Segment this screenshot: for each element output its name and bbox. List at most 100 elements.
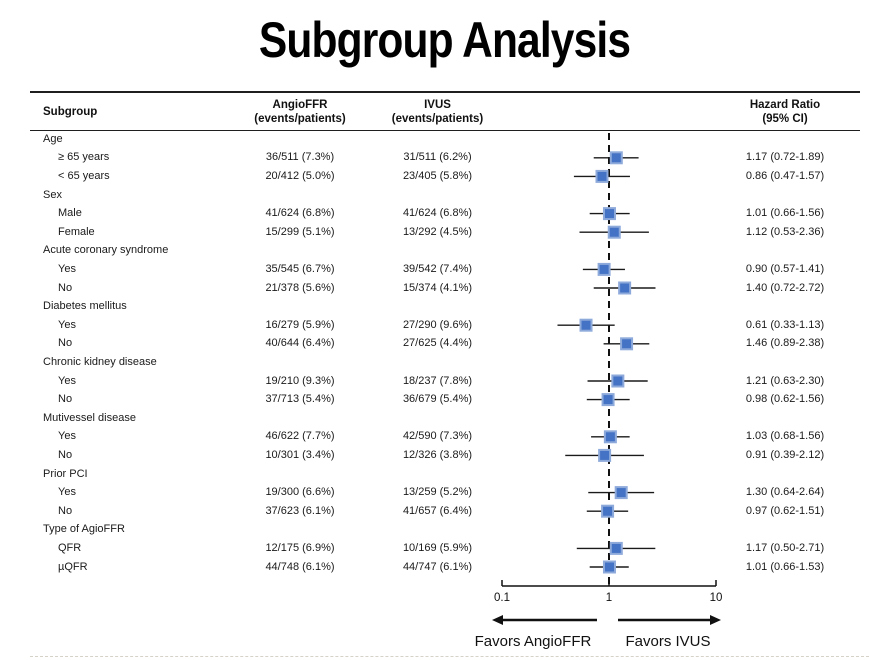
item-row: µQFR 44/748 (6.1%) 44/747 (6.1%) 1.01 (0.66… [0, 558, 869, 577]
hazard-ratio-value: 1.17 (0.50-2.71) [745, 541, 825, 554]
ivus-value: 42/590 (7.3%) [402, 430, 473, 443]
column-header-hazard-ratio-line1: Hazard Ratio [749, 99, 821, 111]
angioffr-value: 19/300 (6.6%) [265, 486, 335, 499]
hazard-ratio-value: 1.01 (0.66-1.56) [745, 207, 825, 220]
angioffr-value: 41/624 (6.8%) [265, 207, 335, 220]
column-header-ivus-line2: (events/patients) [391, 113, 484, 125]
hazard-ratio-value: 0.91 (0.39-2.12) [745, 448, 825, 461]
ivus-value: 23/405 (5.8%) [402, 170, 473, 183]
favors-left-arrowhead [492, 615, 503, 625]
subgroup-label: Diabetes mellitus [43, 300, 127, 313]
column-header-subgroup: Subgroup [43, 106, 98, 118]
angioffr-value: 21/378 (5.6%) [265, 281, 335, 294]
ivus-value: 36/679 (5.4%) [402, 393, 473, 406]
subgroup-label: Yes [58, 374, 76, 387]
ivus-value: 13/292 (4.5%) [402, 225, 473, 238]
column-header-angioffr-line1: AngioFFR [272, 99, 328, 111]
category-row: Diabetes mellitus [0, 297, 869, 316]
item-row: No 37/713 (5.4%) 36/679 (5.4%) 0.98 (0.62-1… [0, 390, 869, 409]
column-header-angioffr-line2: (events/patients) [254, 113, 346, 125]
category-row: Type of AgioFFR [0, 520, 869, 539]
angioffr-value: 36/511 (7.3%) [265, 151, 335, 164]
item-row: < 65 years 20/412 (5.0%) 23/405 (5.8%) 0.86… [0, 167, 869, 186]
angioffr-value: 44/748 (6.1%) [265, 560, 335, 573]
item-row: Yes 19/210 (9.3%) 18/237 (7.8%) 1.21 (0.63-… [0, 372, 869, 391]
subgroup-label: Chronic kidney disease [43, 356, 157, 369]
item-row: No 37/623 (6.1%) 41/657 (6.4%) 0.97 (0.62-1… [0, 502, 869, 521]
page-title: Subgroup Analysis [258, 12, 631, 68]
hazard-ratio-value: 0.86 (0.47-1.57) [745, 170, 825, 183]
subgroup-label: µQFR [58, 560, 88, 573]
hazard-ratio-value: 1.40 (0.72-2.72) [745, 281, 825, 294]
subgroup-label: Sex [43, 188, 62, 201]
axis-tick-label: 10 [710, 592, 723, 604]
subgroup-table-body: Age ≥ 65 years 36/511 (7.3%) 31/511 (6.2%) 1… [0, 130, 869, 576]
subgroup-label: QFR [58, 541, 82, 554]
subgroup-label: Mutivessel disease [43, 411, 136, 424]
ivus-value: 39/542 (7.4%) [402, 263, 473, 276]
subgroup-label: Type of AgioFFR [43, 523, 125, 536]
item-row: QFR 12/175 (6.9%) 10/169 (5.9%) 1.17 (0.50-… [0, 539, 869, 558]
angioffr-value: 46/622 (7.7%) [265, 430, 335, 443]
category-row: Sex [0, 186, 869, 205]
ivus-value: 12/326 (3.8%) [402, 448, 473, 461]
item-row: Yes 35/545 (6.7%) 39/542 (7.4%) 0.90 (0.57-… [0, 260, 869, 279]
subgroup-label: Yes [58, 486, 76, 499]
subgroup-label: No [58, 448, 73, 461]
hazard-ratio-value: 1.30 (0.64-2.64) [745, 486, 825, 499]
column-header-ivus: IVUS (events/patients) [360, 98, 515, 126]
category-row: Chronic kidney disease [0, 353, 869, 372]
column-header-hazard-ratio: Hazard Ratio (95% CI) [700, 98, 869, 126]
ivus-value: 13/259 (5.2%) [402, 486, 473, 499]
angioffr-value: 20/412 (5.0%) [265, 170, 335, 183]
ivus-value: 41/624 (6.8%) [402, 207, 473, 220]
item-row: Yes 16/279 (5.9%) 27/290 (9.6%) 0.61 (0.33-… [0, 316, 869, 335]
favors-right-label: Favors IVUS [625, 633, 710, 650]
subgroup-label: Female [58, 225, 95, 238]
item-row: No 21/378 (5.6%) 15/374 (4.1%) 1.40 (0.72-2… [0, 279, 869, 298]
angioffr-value: 12/175 (6.9%) [265, 541, 335, 554]
ivus-value: 44/747 (6.1%) [402, 560, 473, 573]
angioffr-value: 16/279 (5.9%) [265, 318, 335, 331]
angioffr-value: 37/623 (6.1%) [265, 504, 335, 517]
subgroup-label: No [58, 393, 73, 406]
item-row: Female 15/299 (5.1%) 13/292 (4.5%) 1.12 (0.… [0, 223, 869, 242]
subgroup-label: Male [58, 207, 82, 220]
subgroup-label: Yes [58, 318, 76, 331]
hazard-ratio-value: 1.17 (0.72-1.89) [745, 151, 825, 164]
ivus-value: 18/237 (7.8%) [402, 374, 473, 387]
subgroup-label: Yes [58, 263, 76, 276]
axis-tick-label: 0.1 [494, 592, 510, 604]
subgroup-label: No [58, 504, 73, 517]
axis-tick-label: 1 [606, 592, 612, 604]
subgroup-label: Prior PCI [43, 467, 88, 480]
subgroup-label: No [58, 281, 73, 294]
column-header-hazard-ratio-line2: (95% CI) [762, 113, 808, 125]
hazard-ratio-value: 0.98 (0.62-1.56) [745, 393, 825, 406]
favors-left-label: Favors AngioFFR [475, 633, 592, 650]
column-header-ivus-line1: IVUS [424, 99, 451, 111]
column-header-angioffr: AngioFFR (events/patients) [220, 98, 380, 126]
table-top-rule [30, 91, 860, 93]
angioffr-value: 35/545 (6.7%) [265, 263, 335, 276]
item-row: ≥ 65 years 36/511 (7.3%) 31/511 (6.2%) 1.17… [0, 148, 869, 167]
angioffr-value: 40/644 (6.4%) [265, 337, 335, 350]
slide-bottom-rule [30, 656, 869, 657]
hazard-ratio-value: 0.97 (0.62-1.51) [745, 504, 825, 517]
hazard-ratio-value: 1.46 (0.89-2.38) [745, 337, 825, 350]
category-row: Acute coronary syndrome [0, 241, 869, 260]
hazard-ratio-value: 1.01 (0.66-1.53) [745, 560, 825, 573]
subgroup-label: No [58, 337, 73, 350]
angioffr-value: 10/301 (3.4%) [265, 448, 335, 461]
category-row: Age [0, 130, 869, 149]
favors-right-arrowhead [710, 615, 721, 625]
header-bottom-rule [30, 129, 860, 131]
item-row: Yes 19/300 (6.6%) 13/259 (5.2%) 1.30 (0.64-… [0, 483, 869, 502]
subgroup-label: Acute coronary syndrome [43, 244, 169, 257]
hazard-ratio-value: 1.12 (0.53-2.36) [745, 225, 825, 238]
item-row: No 10/301 (3.4%) 12/326 (3.8%) 0.91 (0.39-2… [0, 446, 869, 465]
ivus-value: 31/511 (6.2%) [403, 151, 472, 164]
item-row: No 40/644 (6.4%) 27/625 (4.4%) 1.46 (0.89-2… [0, 334, 869, 353]
category-row: Mutivessel disease [0, 409, 869, 428]
